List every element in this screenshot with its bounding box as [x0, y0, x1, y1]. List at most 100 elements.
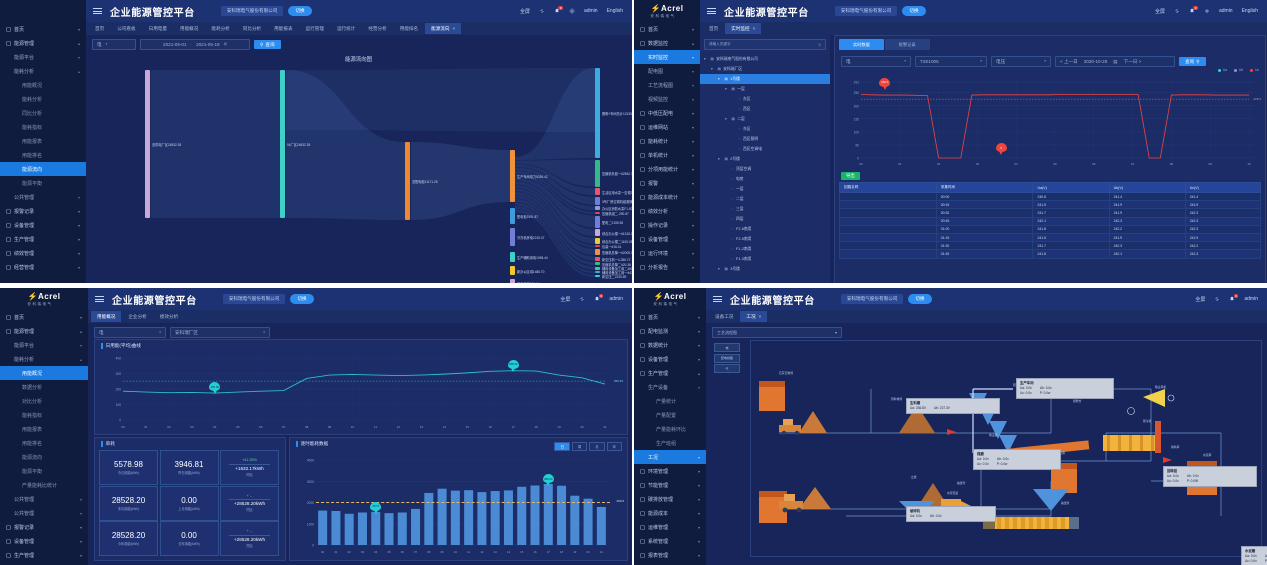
tree-node-menu-e5ae89e7a791e7919ee58e82e58cba[interactable]: ▾ ▤ 安科瑞厂区 — [700, 64, 830, 74]
tree-toggle-icon[interactable]: ▾ — [725, 117, 727, 121]
close-icon[interactable]: × — [452, 26, 456, 31]
sidebar-item-menu-e8aebee5a487e7aea1e79086[interactable]: 设备管理 ▾ — [634, 352, 706, 366]
switch-company-button[interactable]: 切换 — [908, 294, 932, 304]
scada-data-box-menu-e7a0b4e7a28ee69cba[interactable]: 破碎机 Ua: 0.0v Ub: 0.0v — [906, 506, 996, 523]
date-range-picker[interactable]: 2021-05-01 - 2021-05-18 ▤ — [140, 39, 250, 50]
chevron-icon[interactable]: ▾ — [79, 524, 82, 530]
process-select[interactable]: 工艺流程图 ▾ — [712, 327, 842, 338]
table-column-header[interactable]: Ub(V) — [1108, 182, 1186, 193]
sidebar-item-menu-e9a696e9a1b5[interactable]: 首页 ▾ — [634, 310, 706, 324]
gear-icon[interactable] — [1204, 8, 1210, 14]
sankey-node-terminal-11[interactable] — [595, 256, 600, 261]
sidebar-item-menu-e9a696e9a1b5[interactable]: 首页 ▾ — [634, 22, 700, 36]
tree-node-menu-e4ba8ce5b182[interactable]: ▾ ▤ 二层 — [700, 114, 830, 124]
sidebar-item-menu-e794a8e883bde68e92e5908d[interactable]: 用能排名 — [0, 148, 86, 162]
legend-item-uc[interactable]: Uc — [1250, 68, 1259, 72]
chevron-icon[interactable]: ▾ — [691, 26, 694, 32]
tab-home[interactable]: 首页 — [709, 26, 719, 31]
tab-active[interactable]: 实时监控 × — [725, 23, 762, 34]
chevron-icon[interactable]: ▾ — [697, 524, 700, 530]
sankey-node-factory[interactable] — [280, 70, 285, 218]
tab-menu-e4bc81e4b89ae58886e69e90[interactable]: 企业分析 — [128, 314, 147, 319]
sidebar-item-menu-e5afb9e6af94e58886e69e90[interactable]: 对比分析 — [0, 394, 88, 408]
range-button-menu-e5b9b4[interactable]: 年 — [606, 442, 622, 451]
area-select[interactable]: 安科瑞厂区 ▾ — [170, 327, 270, 338]
notification-bell-icon[interactable]: 9 — [1229, 294, 1239, 302]
sidebar-item-menu-e883bde6ba90e7aea1e79086[interactable]: 能源管理 ▴ — [0, 324, 88, 338]
sidebar-item-menu-e883bde88097e58886e69e90[interactable]: 能耗分析 ▴ — [0, 352, 88, 366]
sidebar-item-menu-e5ae9ee697b6e79b91e68ea7[interactable]: 实时监控 ▾ — [634, 50, 700, 64]
tree-node-menu-e9a1b6e5b182e7a9bae8b083[interactable]: ◌ 顶层空调 — [700, 164, 830, 174]
chevron-icon[interactable]: ▾ — [77, 208, 80, 214]
sidebar-item-menu-e585ace585b1e7aea1e79086[interactable]: 公共管理 ▾ — [0, 492, 88, 506]
sidebar-item-menu-e794a8e883bde6a682e586b5[interactable]: 用能概况 — [0, 366, 88, 380]
tab-menu-e794a8e883bde68e92e5908d[interactable]: 用能排名 — [399, 26, 419, 31]
sidebar-item-menu-e78eafe5a283e7aea1e79086[interactable]: 环境管理 ▾ — [634, 464, 706, 478]
sidebar-item-menu-e794a8e883bde68aa5e8a1a8[interactable]: 用能报表 — [0, 134, 86, 148]
search-icon[interactable]: ⚲ — [818, 42, 821, 47]
tree-node-menu-e4b880e5b182[interactable]: ▾ ▤ 一层 — [700, 84, 830, 94]
menu-toggle-icon[interactable] — [95, 296, 104, 302]
sidebar-item-menu-e4b8ade4bd8ee58e8be9858de794b5[interactable]: 中低压配电 ▾ — [634, 106, 700, 120]
menu-toggle-icon[interactable] — [93, 8, 102, 14]
range-button-menu-e697a5[interactable]: 日 — [554, 442, 570, 451]
chevron-icon[interactable]: ▾ — [77, 26, 80, 32]
sidebar-item-menu-e794a8e883bde68aa5e8a1a8[interactable]: 用能报表 — [0, 422, 88, 436]
sankey-node-terminal-8[interactable] — [595, 237, 600, 244]
chart-marker[interactable]: 187.5 — [370, 501, 382, 514]
sidebar-item-menu-e8a786e9a291e79b91e68ea7[interactable]: 视频监控 ▾ — [634, 92, 700, 106]
sidebar-item-menu-e8aebee5a487e7aea1e79086[interactable]: 设备管理 ▾ — [0, 218, 86, 232]
table-column-header[interactable]: 采集时间 — [935, 182, 1034, 193]
close-icon[interactable]: × — [752, 26, 756, 31]
link-icon[interactable] — [539, 8, 545, 14]
sidebar-item-menu-e883bde6ba90e5b9b3e58fb0[interactable]: 能源平台 ▾ — [0, 338, 88, 352]
sidebar-item-menu-e7bb8fe890a5e7aea1e79086[interactable]: 经营管理 ▾ — [0, 260, 86, 274]
sidebar-item-menu-e88a82e883bde7aea1e79086[interactable]: 节能管理 ▾ — [634, 478, 706, 492]
chevron-icon[interactable]: ▾ — [77, 236, 80, 242]
sidebar-item-menu-e883bde88097e68c87e6a087[interactable]: 能耗指标 — [0, 120, 86, 134]
sankey-node-terminal-2[interactable] — [595, 188, 600, 196]
sidebar-item-menu-e8aebee5a487e7aea1e79086[interactable]: 设备管理 ▾ — [634, 232, 700, 246]
link-icon[interactable] — [1174, 8, 1180, 14]
chevron-icon[interactable]: ▾ — [691, 138, 694, 144]
sidebar-item-menu-e883bde6ba90e6b581e59091[interactable]: 能源流向 — [0, 162, 86, 176]
sidebar-item-menu-e8bf90e8a18ce78eafe5a283[interactable]: 运行环境 ▾ — [634, 246, 700, 260]
table-column-header[interactable]: 回路名称 — [839, 182, 937, 193]
tree-toggle-icon[interactable]: ▾ — [711, 67, 713, 71]
chevron-icon[interactable]: ▾ — [79, 538, 82, 544]
sidebar-item-menu-e883bde6ba90e68890e69cace7bb9fe8aea1[interactable]: 能源成本统计 ▾ — [634, 190, 700, 204]
fullscreen-button[interactable]: 全屏 — [1154, 8, 1165, 15]
tree-node-menu-e8a5bfe58cba[interactable]: ◌ 西区 — [700, 104, 830, 114]
user-name[interactable]: admin — [583, 8, 598, 14]
chevron-icon[interactable]: ▴ — [77, 40, 80, 46]
legend-chip-menu-e6b094[interactable]: 气 — [714, 364, 740, 373]
next-day-button[interactable]: 下一日 > — [1123, 59, 1142, 64]
sankey-node-terminal-7[interactable] — [595, 229, 600, 237]
gear-icon[interactable] — [569, 8, 575, 14]
user-name[interactable]: admin — [1244, 296, 1258, 302]
sankey-node-terminal-5[interactable] — [595, 212, 600, 214]
chevron-icon[interactable]: ▾ — [691, 152, 694, 158]
energy-select[interactable]: 电 ▾ — [841, 56, 911, 67]
chevron-icon[interactable]: ▾ — [691, 124, 694, 130]
tree-node-menu-e5ae89e7a791e7919ee794b5e6b094e882a1e4bbbde69c89e99990e585ace58fb8[interactable]: ▾ ▤ 安科瑞电气股份有限公司 — [700, 54, 830, 64]
sidebar-item-menu-e7bba9e69588e7aea1e79086[interactable]: 绩效管理 ▾ — [0, 246, 86, 260]
chevron-icon[interactable]: ▴ — [79, 328, 82, 334]
sankey-node-total-input[interactable] — [145, 70, 150, 218]
legend-item-ub[interactable]: Ub — [1234, 68, 1243, 72]
tree-node-menu-e4ba8ce5b182[interactable]: ◌ 二层 — [700, 194, 830, 204]
sankey-node-distribution[interactable] — [405, 142, 410, 220]
sidebar-item-menu-e7bba9e69588e58886e69e90[interactable]: 绩效分析 ▾ — [634, 204, 700, 218]
sankey-node-terminal-14[interactable] — [595, 271, 600, 274]
chevron-icon[interactable]: ▾ — [691, 194, 694, 200]
sankey-node-terminal-10[interactable] — [595, 249, 600, 255]
chevron-icon[interactable]: ▾ — [77, 250, 80, 256]
tab-menu-e883bde88097e58886e69e90[interactable]: 能耗分析 — [211, 26, 230, 31]
table-row[interactable]: 01:00 241.8 242.2 242.3 — [839, 224, 1262, 234]
sidebar-item-menu-e794a8e883bde6a682e586b5[interactable]: 用能概况 — [0, 78, 86, 92]
tree-toggle-icon[interactable]: ▾ — [718, 77, 720, 81]
sidebar-item-menu-e58886e9a1b9e794a8e883bde7bb9fe8aea1[interactable]: 分项用能统计 ▾ — [634, 162, 700, 176]
chevron-icon[interactable]: ▾ — [691, 166, 694, 172]
tab-menu-e7bba9e69588e58886e69e90[interactable]: 绩效分析 — [159, 314, 179, 319]
